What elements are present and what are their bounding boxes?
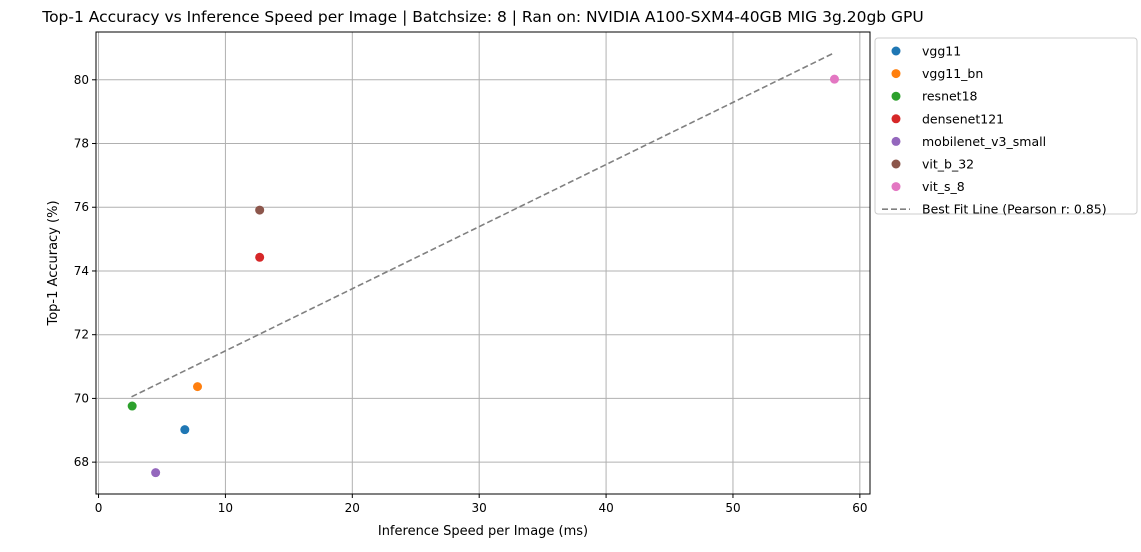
plot-frame [95, 31, 871, 495]
data-point-resnet18 [127, 401, 137, 411]
data-point-vit-b-32 [255, 205, 265, 215]
data-points [127, 74, 839, 478]
legend-marker [891, 69, 901, 79]
legend-marker [891, 182, 901, 192]
x-tick-label: 30 [472, 501, 487, 515]
x-tick-label: 60 [852, 501, 867, 515]
y-tick-label: 68 [74, 455, 89, 469]
y-tick-label: 74 [74, 264, 89, 278]
data-point-mobilenet-v3-small [151, 468, 161, 478]
best-fit-line [131, 51, 835, 398]
x-axis-ticks: 0 10 20 30 40 50 60 [95, 494, 867, 515]
grid-lines [96, 32, 870, 494]
chart-title: Top-1 Accuracy vs Inference Speed per Im… [41, 8, 924, 26]
legend-label: vgg11_bn [922, 66, 983, 81]
best-fit-line-layer [131, 51, 835, 398]
y-axis-ticks: 68 70 72 74 76 78 80 [74, 73, 96, 469]
legend-label: vgg11 [922, 44, 961, 59]
x-tick-label: 40 [598, 501, 613, 515]
data-point-vgg11-bn [193, 382, 203, 392]
legend: vgg11 vgg11_bn resnet18 densenet121 mobilene… [874, 37, 1138, 217]
x-axis-label: Inference Speed per Image (ms) [378, 524, 588, 539]
x-tick-label: 50 [725, 501, 740, 515]
legend-fit-line-label: Best Fit Line (Pearson r: 0.85) [922, 202, 1107, 217]
legend-marker [891, 46, 901, 56]
y-axis-label: Top-1 Accuracy (%) [46, 200, 61, 326]
legend-box [874, 37, 1138, 215]
x-tick-label: 0 [95, 501, 103, 515]
legend-label: resnet18 [922, 89, 978, 104]
data-point-densenet121 [255, 252, 265, 262]
legend-marker [891, 159, 901, 169]
y-tick-label: 78 [74, 137, 89, 151]
data-point-vgg11 [180, 425, 190, 435]
legend-label: vit_s_8 [922, 179, 965, 194]
y-tick-label: 72 [74, 328, 89, 342]
legend-label: vit_b_32 [922, 157, 974, 172]
y-tick-label: 76 [74, 200, 89, 214]
legend-marker [891, 114, 901, 124]
y-tick-label: 80 [74, 73, 89, 87]
y-tick-label: 70 [74, 391, 89, 405]
legend-label: densenet121 [922, 111, 1004, 126]
legend-marker [891, 91, 901, 101]
legend-label: mobilenet_v3_small [922, 134, 1046, 149]
legend-marker [891, 136, 901, 146]
x-tick-label: 10 [218, 501, 233, 515]
data-point-vit-s-8 [829, 74, 839, 84]
x-tick-label: 20 [345, 501, 360, 515]
